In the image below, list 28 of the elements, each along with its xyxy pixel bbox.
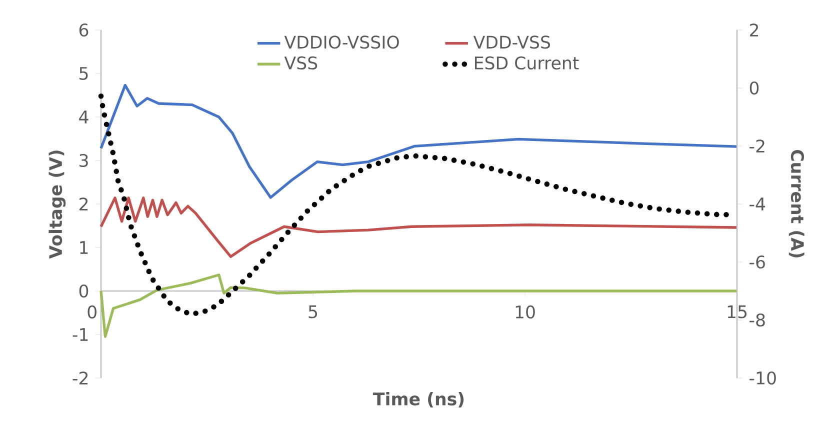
legend-label: VDDIO-VSSIO xyxy=(284,36,399,49)
y2-axis-title: Current (A) xyxy=(788,150,804,258)
y-axis-title: Voltage (V) xyxy=(48,150,66,259)
y-tick-label: 3 xyxy=(80,154,88,168)
line-series xyxy=(100,196,738,258)
x-tick-label: 10 xyxy=(516,305,535,319)
y-tick-label: 1 xyxy=(80,241,88,254)
y-tick-label: -2 xyxy=(72,372,88,384)
y-tick-label: 4 xyxy=(79,110,88,124)
y-tick-label: 6 xyxy=(79,23,88,37)
legend-label: ESD Current xyxy=(474,56,579,70)
legend-label: VDD-VSS xyxy=(473,36,550,49)
y2-tick-label: 2 xyxy=(750,24,758,36)
y2-tick-label: -10 xyxy=(750,371,776,385)
legend-label: VSS xyxy=(284,56,318,70)
y2-tick-label: 0 xyxy=(750,81,759,95)
y2-tick-label: -8 xyxy=(750,313,765,327)
y-tick-label: 5 xyxy=(80,67,88,80)
line-series xyxy=(100,84,738,199)
y-tick-label: 0 xyxy=(79,284,88,298)
x-tick-label: 5 xyxy=(308,305,318,318)
y2-tick-label: -6 xyxy=(750,255,765,269)
y-tick-label: 2 xyxy=(80,198,88,210)
y2-tick-label: -4 xyxy=(750,198,766,210)
y2-tick-label: -2 xyxy=(750,140,764,152)
x-tick-label: 15 xyxy=(728,305,747,318)
x-axis-title: Time (ns) xyxy=(373,392,464,408)
y-tick-label: -1 xyxy=(72,328,88,341)
